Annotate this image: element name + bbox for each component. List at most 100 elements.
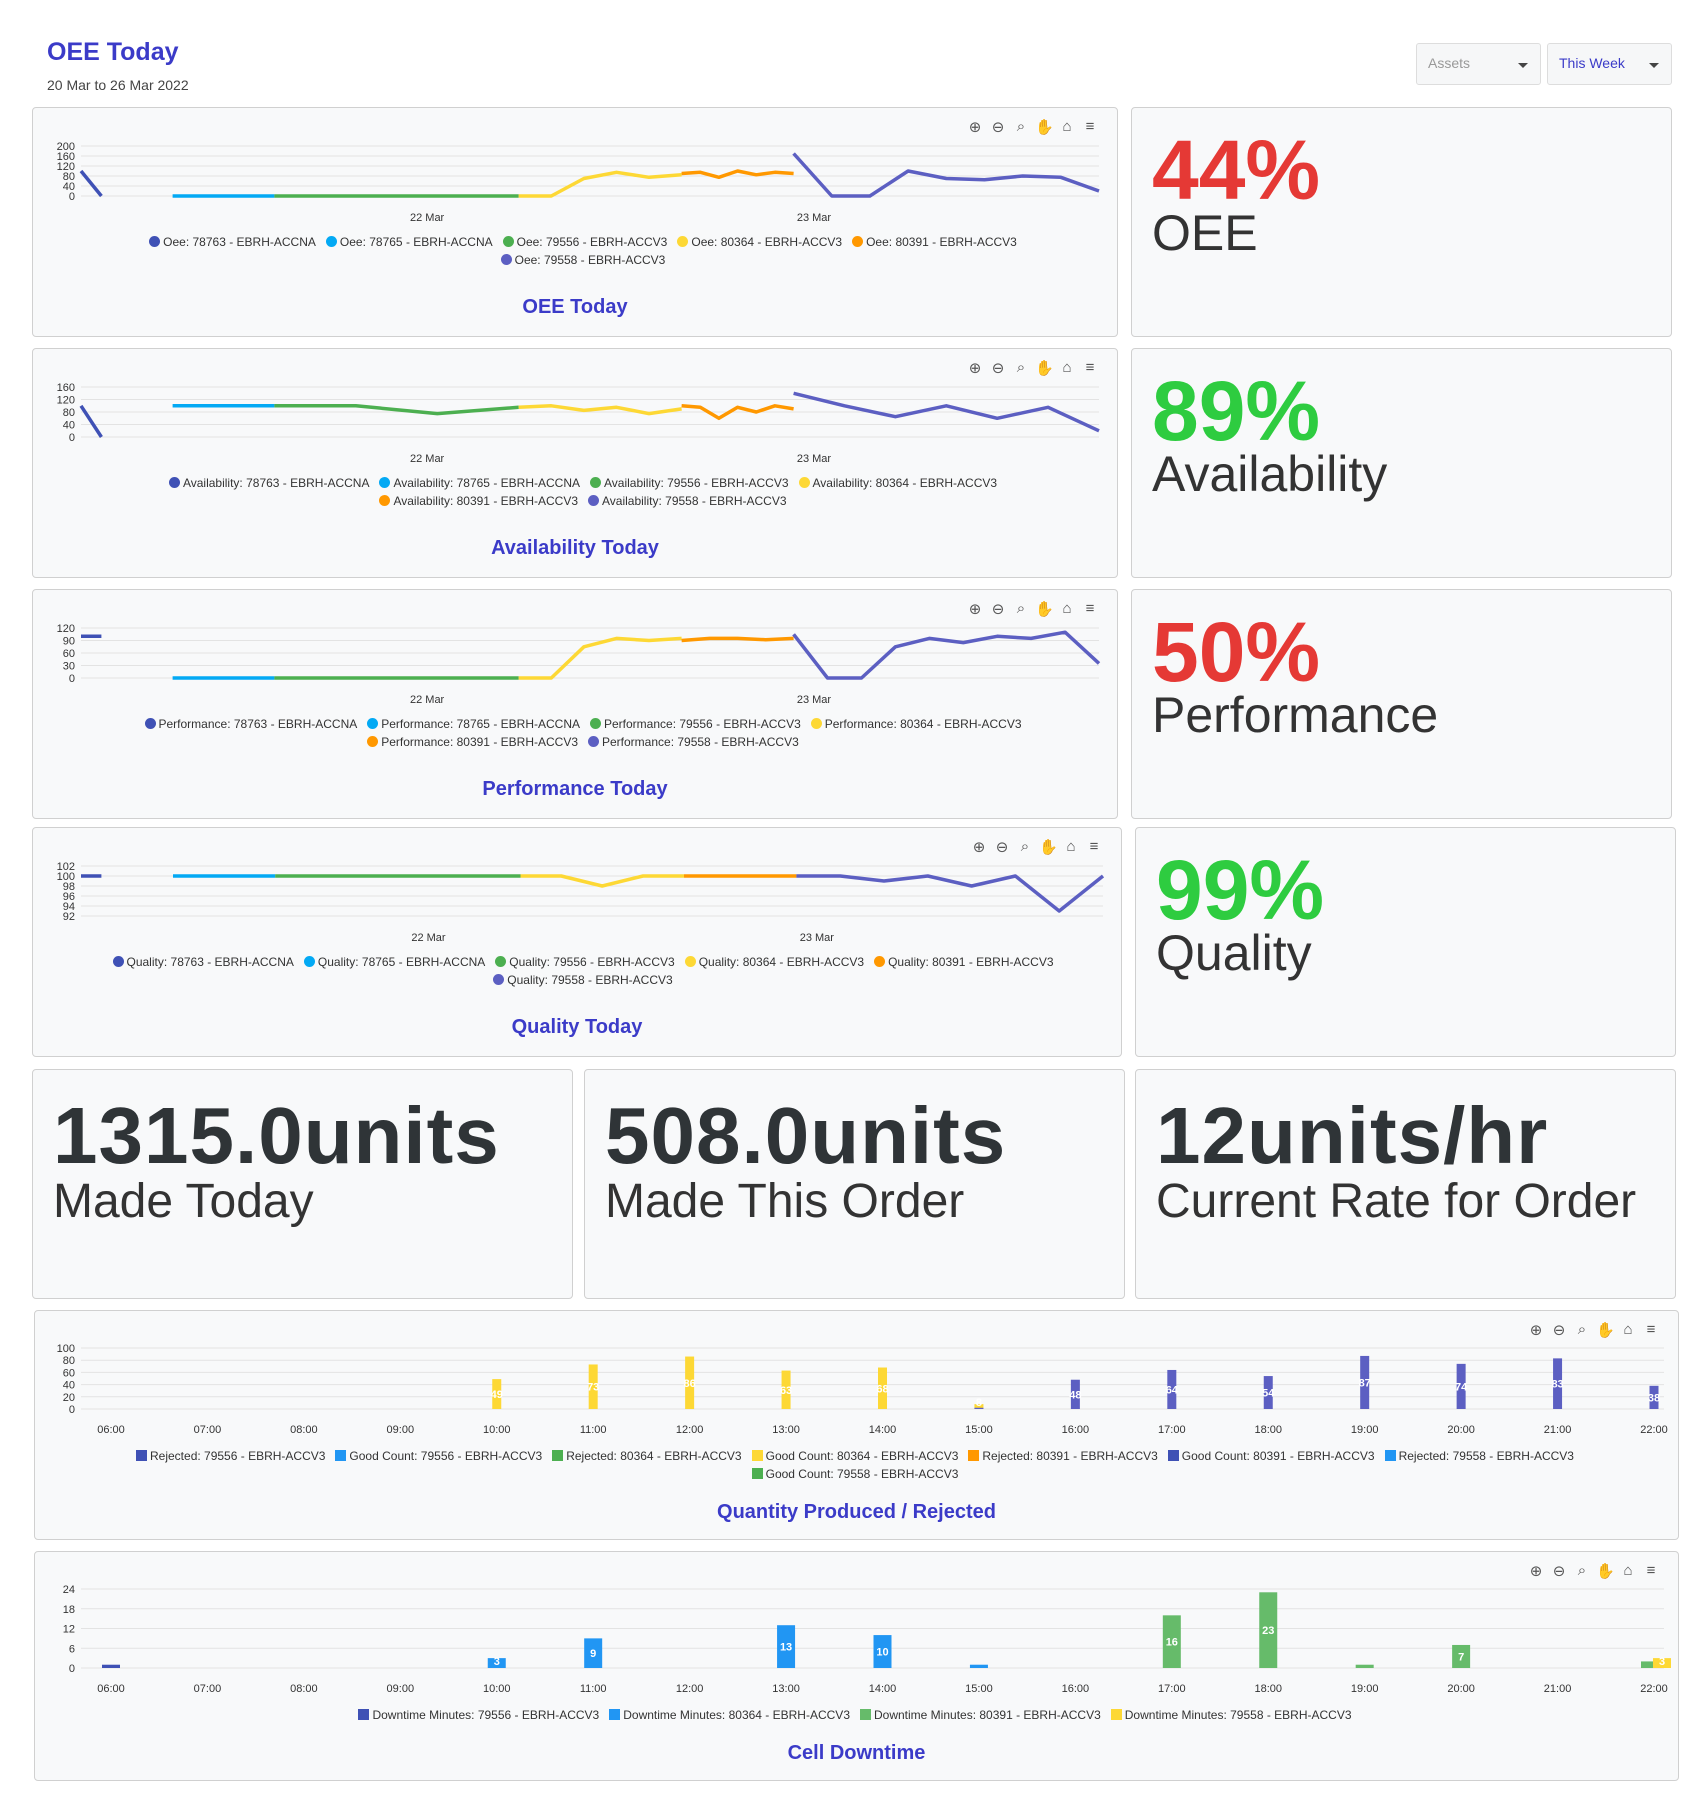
menu-icon[interactable]: ≡	[1646, 1321, 1656, 1338]
zoom-select-icon[interactable]: ⌕	[1016, 600, 1026, 617]
legend-item[interactable]: Downtime Minutes: 80391 - EBRH-ACCV3	[860, 1706, 1101, 1724]
menu-icon[interactable]: ≡	[1089, 838, 1099, 855]
zoom-select-icon[interactable]: ⌕	[1020, 838, 1030, 855]
zoom-select-icon[interactable]: ⌕	[1016, 118, 1026, 135]
zoom-select-icon[interactable]: ⌕	[1016, 359, 1026, 376]
zoom-out-icon[interactable]: ⊖	[991, 601, 1005, 618]
legend-marker	[968, 1450, 980, 1461]
legend-item[interactable]: Quality: 78763 - EBRH-ACCNA	[112, 953, 294, 971]
zoom-in-icon[interactable]: ⊕	[1529, 1322, 1543, 1339]
legend-item[interactable]: Quality: 79558 - EBRH-ACCV3	[493, 971, 673, 989]
legend-item[interactable]: Quality: 78765 - EBRH-ACCNA	[303, 953, 485, 971]
legend-item[interactable]: Downtime Minutes: 80364 - EBRH-ACCV3	[609, 1706, 850, 1724]
legend-label: Oee: 79556 - EBRH-ACCV3	[516, 235, 668, 249]
legend-item[interactable]: Downtime Minutes: 79558 - EBRH-ACCV3	[1110, 1706, 1352, 1724]
x-tick-label: 14:00	[869, 1424, 897, 1436]
downtime-chart-card: 24 18 12 6 0 06:00 07:00 08:00 09:00 10:00 11:00 12…	[34, 1551, 1679, 1781]
bar	[685, 1356, 695, 1409]
legend-item[interactable]: Rejected: 80391 - EBRH-ACCV3	[968, 1447, 1158, 1465]
legend-item[interactable]: Rejected: 80364 - EBRH-ACCV3	[552, 1447, 742, 1465]
reset-home-icon[interactable]: ⌂	[1062, 118, 1072, 135]
zoom-out-icon[interactable]: ⊖	[991, 119, 1005, 136]
period-dropdown[interactable]: This Week	[1547, 43, 1672, 85]
pan-icon[interactable]: ✋	[1596, 1563, 1615, 1580]
series-line	[681, 404, 794, 421]
legend-item[interactable]: Performance: 79556 - EBRH-ACCV3	[590, 715, 801, 733]
legend-item[interactable]: Availability: 79558 - EBRH-ACCV3	[588, 492, 787, 510]
reset-home-icon[interactable]: ⌂	[1066, 838, 1076, 855]
bar	[492, 1379, 502, 1409]
legend-item[interactable]: Oee: 79558 - EBRH-ACCV3	[500, 251, 665, 269]
data-label: 83	[1551, 1379, 1563, 1391]
zoom-out-icon[interactable]: ⊖	[991, 360, 1005, 377]
legend-item[interactable]: Performance: 78765 - EBRH-ACCNA	[367, 715, 580, 733]
reset-home-icon[interactable]: ⌂	[1062, 600, 1072, 617]
zoom-in-icon[interactable]: ⊕	[968, 360, 982, 377]
bar	[1355, 1664, 1374, 1668]
y-tick-label: 90	[63, 636, 75, 648]
legend-item[interactable]: Performance: 80391 - EBRH-ACCV3	[367, 733, 578, 751]
legend-item[interactable]: Oee: 78763 - EBRH-ACCNA	[149, 233, 316, 251]
legend-label: Rejected: 80391 - EBRH-ACCV3	[982, 1449, 1158, 1463]
legend-item[interactable]: Oee: 79556 - EBRH-ACCV3	[502, 233, 668, 251]
pan-icon[interactable]: ✋	[1035, 119, 1054, 136]
legend-label: Quality: 80364 - EBRH-ACCV3	[698, 955, 865, 969]
zoom-out-icon[interactable]: ⊖	[995, 839, 1009, 856]
legend-item[interactable]: Performance: 80364 - EBRH-ACCV3	[810, 715, 1022, 733]
legend-item[interactable]: Availability: 80364 - EBRH-ACCV3	[798, 474, 997, 492]
legend-item[interactable]: Performance: 78763 - EBRH-ACCNA	[144, 715, 357, 733]
zoom-select-icon[interactable]: ⌕	[1577, 1321, 1587, 1338]
zoom-select-icon[interactable]: ⌕	[1577, 1562, 1587, 1579]
menu-icon[interactable]: ≡	[1646, 1562, 1656, 1579]
zoom-out-icon[interactable]: ⊖	[1552, 1563, 1566, 1580]
legend-item[interactable]: Good Count: 79556 - EBRH-ACCV3	[335, 1447, 542, 1465]
x-tick-label: 23 Mar	[797, 694, 832, 706]
legend-marker	[1110, 1709, 1122, 1720]
legend-item[interactable]: Quality: 79556 - EBRH-ACCV3	[495, 953, 675, 971]
legend-item[interactable]: Oee: 80391 - EBRH-ACCV3	[852, 233, 1017, 251]
pan-icon[interactable]: ✋	[1035, 360, 1054, 377]
pan-icon[interactable]: ✋	[1039, 839, 1058, 856]
zoom-out-icon[interactable]: ⊖	[1552, 1322, 1566, 1339]
pan-icon[interactable]: ✋	[1596, 1322, 1615, 1339]
reset-home-icon[interactable]: ⌂	[1062, 359, 1072, 376]
legend-item[interactable]: Oee: 80364 - EBRH-ACCV3	[677, 233, 842, 251]
chart-toolbar: ⊕ ⊖ ⌕ ✋ ⌂ ≡	[1527, 1321, 1660, 1339]
legend-item[interactable]: Quality: 80391 - EBRH-ACCV3	[874, 953, 1054, 971]
y-tick-label: 120	[57, 161, 75, 173]
legend-item[interactable]: Good Count: 80391 - EBRH-ACCV3	[1167, 1447, 1375, 1465]
menu-icon[interactable]: ≡	[1085, 118, 1095, 135]
menu-icon[interactable]: ≡	[1085, 600, 1095, 617]
x-tick-label: 11:00	[580, 1683, 607, 1695]
reset-home-icon[interactable]: ⌂	[1623, 1562, 1633, 1579]
zoom-in-icon[interactable]: ⊕	[972, 839, 986, 856]
legend-item[interactable]: Performance: 79558 - EBRH-ACCV3	[588, 733, 799, 751]
legend-item[interactable]: Downtime Minutes: 79556 - EBRH-ACCV3	[358, 1706, 599, 1724]
assets-dropdown[interactable]: Assets	[1416, 43, 1541, 85]
zoom-in-icon[interactable]: ⊕	[968, 601, 982, 618]
bar-chart-svg: 24 18 12 6 0 06:00 07:00 08:00 09:00 10:00 11:00 12…	[63, 1584, 1671, 1695]
legend-item[interactable]: Availability: 80391 - EBRH-ACCV3	[379, 492, 578, 510]
legend-label: Quality: 79556 - EBRH-ACCV3	[509, 955, 675, 969]
legend-item[interactable]: Rejected: 79556 - EBRH-ACCV3	[136, 1447, 325, 1465]
pan-icon[interactable]: ✋	[1035, 601, 1054, 618]
legend-label: Good Count: 79558 - EBRH-ACCV3	[765, 1467, 959, 1481]
legend-item[interactable]: Rejected: 79558 - EBRH-ACCV3	[1384, 1447, 1574, 1465]
menu-icon[interactable]: ≡	[1085, 359, 1095, 376]
reset-home-icon[interactable]: ⌂	[1623, 1321, 1633, 1338]
legend-item[interactable]: Availability: 78763 - EBRH-ACCNA	[168, 474, 369, 492]
zoom-in-icon[interactable]: ⊕	[968, 119, 982, 136]
zoom-in-icon[interactable]: ⊕	[1529, 1563, 1543, 1580]
legend-item[interactable]: Good Count: 79558 - EBRH-ACCV3	[751, 1465, 959, 1483]
legend-marker	[500, 254, 512, 265]
x-tick-label: 07:00	[194, 1683, 222, 1695]
legend-item[interactable]: Oee: 78765 - EBRH-ACCNA	[325, 233, 493, 251]
legend-item[interactable]: Availability: 78765 - EBRH-ACCNA	[379, 474, 580, 492]
legend-item[interactable]: Availability: 79556 - EBRH-ACCV3	[589, 474, 789, 492]
quantity-chart-card: 100 80 60 40 20 0 06:00 07:00 08:00 09:00 10:00 11:…	[34, 1310, 1679, 1540]
bar	[1360, 1355, 1370, 1409]
legend-item[interactable]: Quality: 80364 - EBRH-ACCV3	[684, 953, 865, 971]
y-tick-label: 102	[57, 861, 75, 873]
legend-item[interactable]: Good Count: 80364 - EBRH-ACCV3	[751, 1447, 958, 1465]
